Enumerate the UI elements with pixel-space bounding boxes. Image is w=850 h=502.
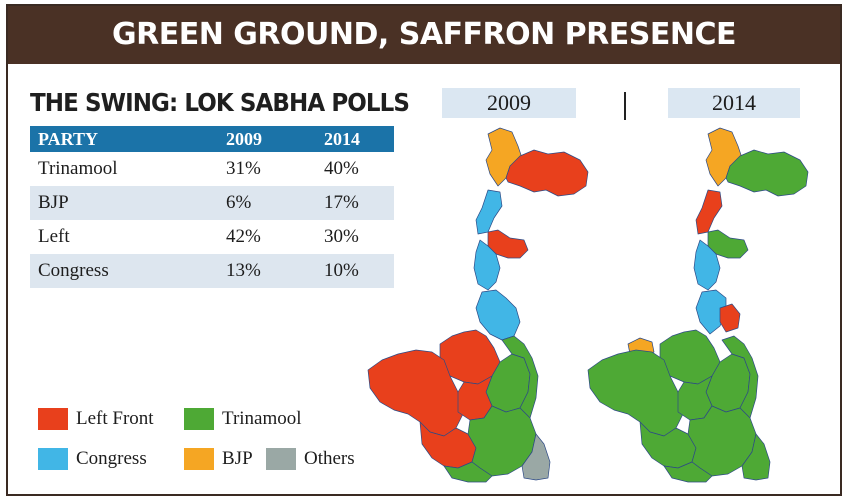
vote-share-table: PARTY 2009 2014 Trinamool 31% 40% BJP 6%… (30, 126, 394, 288)
share-2009: 31% (226, 158, 261, 179)
region-congress (695, 289, 727, 335)
table-row: Trinamool 31% 40% (30, 152, 394, 186)
header-party: PARTY (30, 126, 218, 152)
share-2014: 40% (324, 158, 359, 179)
share-2009: 42% (226, 226, 261, 247)
table-row: BJP 6% 17% (30, 186, 394, 220)
share-2009: 6% (218, 186, 316, 220)
party-name: BJP (30, 186, 218, 220)
legend-item-others: Others (266, 448, 355, 470)
legend-item-trinamool: Trinamool (184, 408, 302, 430)
map-year-2014: 2014 (668, 88, 800, 118)
share-2009: 13% (218, 254, 316, 288)
party-name: Congress (30, 254, 218, 288)
legend-swatch (184, 408, 214, 430)
region-trinamool (663, 461, 713, 483)
table-row: Left 42% 30% (30, 220, 394, 254)
legend-swatch (38, 408, 68, 430)
region-left (367, 349, 465, 437)
map-2009 (367, 127, 589, 483)
legend-item-left-front: Left Front (38, 408, 154, 430)
region-trinamool (587, 349, 685, 437)
legend-item-congress: Congress (38, 448, 147, 470)
legend-swatch (266, 448, 296, 470)
legend-swatch (184, 448, 214, 470)
region-congress (475, 289, 521, 341)
party-name: Left (38, 226, 70, 247)
party-name: Trinamool (38, 158, 118, 179)
header-2014: 2014 (316, 126, 394, 152)
legend-item-bjp: BJP (184, 448, 253, 470)
region-congress (475, 189, 503, 235)
region-left (505, 149, 589, 197)
region-congress (693, 239, 721, 291)
region-others (521, 433, 551, 481)
header-2009: 2009 (218, 126, 316, 152)
share-2014: 30% (324, 226, 359, 247)
region-congress (473, 239, 501, 291)
map-year-2009: 2009 (442, 88, 576, 118)
legend-label: Left Front (76, 408, 154, 429)
legend-label: Others (304, 448, 355, 469)
legend-label: Trinamool (222, 408, 302, 429)
region-trinamool (741, 433, 771, 481)
share-2014: 10% (316, 254, 394, 288)
table-header-row: PARTY 2009 2014 (30, 126, 394, 152)
header-title: GREEN GROUND, SAFFRON PRESENCE (8, 6, 840, 64)
region-left (719, 303, 741, 333)
map-2014 (587, 127, 809, 483)
legend-swatch (38, 448, 68, 470)
table-title: THE SWING: LOK SABHA POLLS (30, 88, 410, 117)
map-divider (624, 92, 626, 120)
region-left (695, 189, 723, 235)
legend-label: BJP (222, 448, 253, 469)
share-2014: 17% (316, 186, 394, 220)
region-trinamool (725, 149, 809, 197)
table-row: Congress 13% 10% (30, 254, 394, 288)
legend-label: Congress (76, 448, 147, 469)
region-trinamool (443, 461, 493, 483)
